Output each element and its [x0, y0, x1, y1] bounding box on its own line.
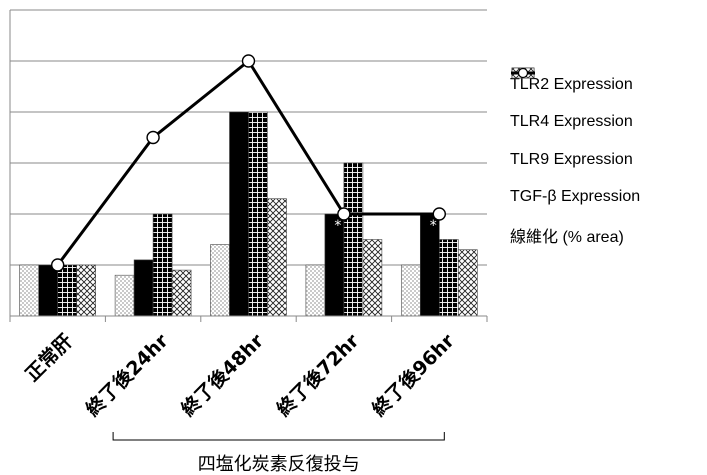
- line-marker: [432, 207, 446, 221]
- axes: [9, 10, 488, 322]
- bar: [343, 162, 364, 317]
- bar: [171, 269, 192, 317]
- legend-item: TGF-β Expression: [510, 67, 641, 217]
- legend-item: 線維化 (% area): [510, 67, 640, 254]
- legend-label: 線維化 (% area): [510, 228, 624, 246]
- significance-asterisk: *: [430, 218, 437, 234]
- fibrosis-line: * *: [51, 54, 446, 272]
- line-marker: [51, 258, 65, 272]
- bar: [400, 264, 421, 317]
- bar: [210, 244, 230, 317]
- bar: [362, 239, 383, 317]
- significance-asterisk: *: [334, 218, 341, 234]
- line-marker: [146, 130, 160, 145]
- legend-item: TLR4 Expression: [510, 67, 640, 142]
- x-tick-label: 正常肝: [21, 329, 78, 386]
- bracket-line: [112, 432, 445, 441]
- bar: [76, 264, 96, 317]
- legend-swatch: [511, 67, 535, 79]
- legend: TLR2 Expression TLR4 Expression TLR9 Expre…: [510, 66, 640, 254]
- legend-label: TLR2 Expression: [510, 75, 633, 93]
- bar: [152, 213, 173, 317]
- bar: [438, 239, 459, 317]
- bar: [305, 264, 326, 317]
- category-labels: 正常肝 終了後24hr 終了後48hr 終了後72hr 終了後96hr: [21, 329, 460, 421]
- bar: [229, 111, 249, 317]
- bar: [248, 111, 268, 317]
- legend-label: TGF-β Expression: [510, 188, 641, 206]
- group-bracket: 四塩化炭素反復投与: [112, 432, 445, 475]
- legend-label: TLR9 Expression: [510, 150, 633, 168]
- x-tick-label: 終了後96hr: [367, 329, 459, 421]
- line-marker: [337, 207, 351, 221]
- bar: [133, 259, 154, 317]
- bracket-label: 四塩化炭素反復投与: [198, 454, 360, 475]
- line-marker: [241, 54, 256, 68]
- bar: [38, 264, 59, 317]
- bar: [267, 198, 287, 317]
- bar: [19, 264, 40, 317]
- x-tick-label: 終了後72hr: [272, 329, 364, 421]
- x-tick-label: 終了後48hr: [177, 329, 269, 421]
- legend-label: TLR4 Expression: [510, 113, 633, 131]
- bar: [457, 249, 478, 317]
- x-tick-label: 終了後24hr: [81, 329, 173, 421]
- bars: [19, 111, 478, 317]
- bar: [114, 274, 135, 317]
- bar: [57, 264, 78, 317]
- legend-item: TLR9 Expression: [510, 67, 640, 179]
